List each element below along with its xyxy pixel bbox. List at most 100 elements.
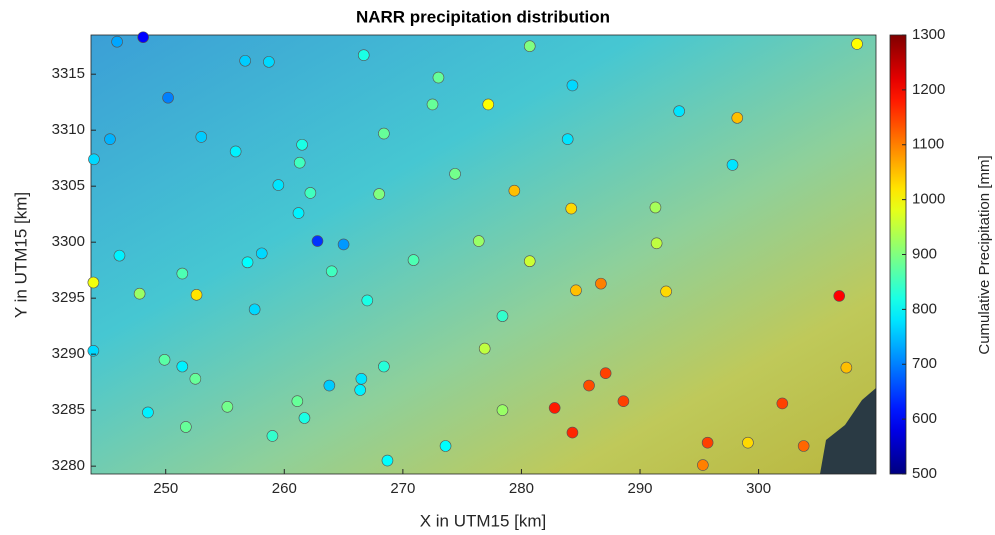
station-point	[497, 311, 508, 322]
colorbar-tick-label: 700	[912, 355, 937, 372]
station-point	[479, 343, 490, 354]
station-point	[134, 288, 145, 299]
station-point	[142, 407, 153, 418]
station-point	[732, 112, 743, 123]
station-point	[263, 56, 274, 67]
station-point	[338, 239, 349, 250]
station-point	[798, 441, 809, 452]
station-point	[355, 385, 366, 396]
station-point	[312, 236, 323, 247]
station-point	[190, 373, 201, 384]
station-point	[294, 157, 305, 168]
station-point	[374, 189, 385, 200]
station-point	[356, 373, 367, 384]
station-point	[267, 430, 278, 441]
station-point	[138, 32, 149, 43]
station-point	[567, 80, 578, 91]
y-tick-label: 3310	[52, 121, 85, 138]
station-point	[293, 208, 304, 219]
colorbar-tick-label: 1300	[912, 26, 945, 43]
station-point	[324, 380, 335, 391]
station-point	[650, 202, 661, 213]
station-point	[191, 289, 202, 300]
y-axis-label: Y in UTM15 [km]	[11, 192, 30, 318]
station-point	[273, 180, 284, 191]
station-point	[440, 441, 451, 452]
colorbar-label: Cumulative Precipitation [mm]	[976, 155, 993, 354]
station-point	[600, 368, 611, 379]
station-point	[378, 128, 389, 139]
colorbar-tick-label: 1000	[912, 191, 945, 208]
map-background	[91, 35, 876, 474]
station-point	[180, 421, 191, 432]
x-tick-label: 260	[272, 480, 297, 497]
station-point	[88, 277, 99, 288]
station-point	[727, 159, 738, 170]
x-axis-label: X in UTM15 [km]	[420, 511, 547, 530]
y-tick-label: 3305	[52, 177, 85, 194]
colorbar-tick-label: 800	[912, 300, 937, 317]
station-point	[524, 41, 535, 52]
station-point	[299, 413, 310, 424]
y-tick-label: 3285	[52, 401, 85, 418]
station-point	[358, 50, 369, 61]
station-point	[104, 134, 115, 145]
y-tick-label: 3295	[52, 289, 85, 306]
station-point	[292, 396, 303, 407]
station-point	[852, 38, 863, 49]
station-point	[549, 402, 560, 413]
chart: NARR precipitation distribution X in UTM…	[0, 0, 995, 535]
x-tick-label: 300	[746, 480, 771, 497]
station-point	[674, 106, 685, 117]
y-tick-label: 3315	[52, 65, 85, 82]
station-point	[427, 99, 438, 110]
station-point	[834, 290, 845, 301]
station-point	[177, 361, 188, 372]
station-point	[562, 134, 573, 145]
chart-title: NARR precipitation distribution	[356, 7, 610, 26]
station-point	[618, 396, 629, 407]
station-point	[159, 354, 170, 365]
colorbar-tick-label: 600	[912, 410, 937, 427]
station-point	[661, 286, 672, 297]
station-point	[408, 255, 419, 266]
station-point	[483, 99, 494, 110]
x-tick-label: 290	[628, 480, 653, 497]
station-point	[433, 72, 444, 83]
station-point	[777, 398, 788, 409]
station-point	[222, 401, 233, 412]
station-point	[742, 437, 753, 448]
x-tick-label: 280	[509, 480, 534, 497]
station-point	[382, 455, 393, 466]
station-point	[567, 427, 578, 438]
station-point	[256, 248, 267, 259]
y-tick-label: 3290	[52, 345, 85, 362]
station-point	[249, 304, 260, 315]
x-tick-label: 250	[153, 480, 178, 497]
station-point	[326, 266, 337, 277]
station-point	[378, 361, 389, 372]
colorbar-tick-label: 900	[912, 245, 937, 262]
station-point	[362, 295, 373, 306]
colorbar-tick-label: 500	[912, 465, 937, 482]
station-point	[230, 146, 241, 157]
colorbar-tick-label: 1100	[912, 136, 944, 153]
station-point	[305, 187, 316, 198]
station-point	[240, 55, 251, 66]
station-point	[242, 257, 253, 268]
y-tick-label: 3280	[52, 457, 85, 474]
station-point	[702, 437, 713, 448]
station-point	[697, 460, 708, 471]
station-point	[114, 250, 125, 261]
station-point	[163, 92, 174, 103]
station-point	[509, 185, 520, 196]
station-point	[297, 139, 308, 150]
x-tick-label: 270	[390, 480, 415, 497]
station-point	[584, 380, 595, 391]
station-point	[497, 405, 508, 416]
station-point	[450, 168, 461, 179]
station-point	[196, 131, 207, 142]
station-point	[473, 236, 484, 247]
station-point	[524, 256, 535, 267]
station-point	[595, 278, 606, 289]
